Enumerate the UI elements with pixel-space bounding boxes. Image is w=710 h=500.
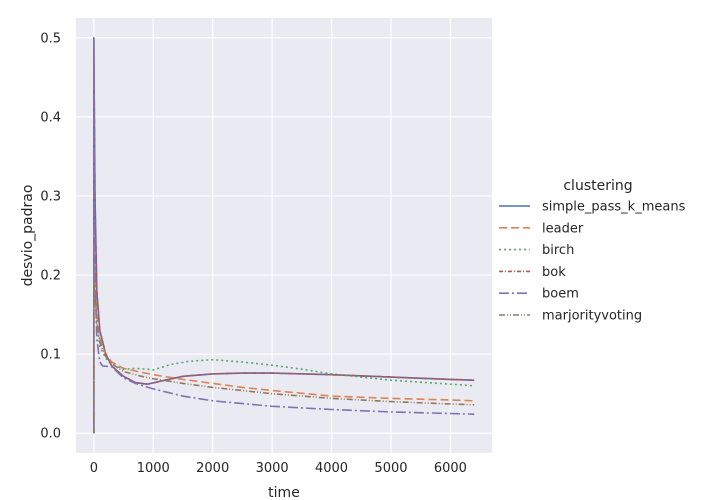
- x-axis-label: time: [268, 485, 300, 500]
- x-axis-ticks: 0 1000 2000 3000 4000 5000 6000: [90, 461, 467, 476]
- y-tick-label: 0.3: [40, 189, 61, 204]
- series-line-marjorityvoting: [93, 274, 475, 434]
- legend-title: clustering: [563, 178, 632, 194]
- y-tick-label: 0.4: [40, 110, 61, 125]
- y-axis-label: desvio_padrao: [20, 185, 36, 287]
- x-tick-label: 6000: [434, 461, 467, 476]
- grid: [76, 18, 492, 453]
- y-tick-label: 0.5: [40, 31, 61, 46]
- legend-label: boem: [542, 287, 579, 302]
- x-tick-label: 1000: [137, 461, 170, 476]
- y-tick-label: 0.0: [40, 427, 61, 442]
- x-tick-label: 4000: [315, 461, 348, 476]
- legend-label: bok: [542, 265, 566, 280]
- x-tick-label: 0: [90, 461, 98, 476]
- y-tick-label: 0.1: [40, 348, 61, 363]
- x-tick-label: 3000: [256, 461, 289, 476]
- plot-area: [76, 18, 492, 453]
- legend-label: leader: [542, 221, 584, 236]
- legend-label: simple_pass_k_means: [542, 200, 686, 215]
- x-tick-label: 5000: [374, 461, 407, 476]
- series-line-bok: [93, 37, 475, 434]
- series-lines: [93, 37, 475, 434]
- legend-label: marjorityvoting: [542, 309, 642, 324]
- y-tick-label: 0.2: [40, 269, 61, 284]
- legend-label: birch: [542, 243, 574, 258]
- x-tick-label: 2000: [196, 461, 229, 476]
- series-line-leader: [93, 234, 475, 434]
- y-axis-ticks: 0.0 0.1 0.2 0.3 0.4 0.5: [40, 31, 61, 441]
